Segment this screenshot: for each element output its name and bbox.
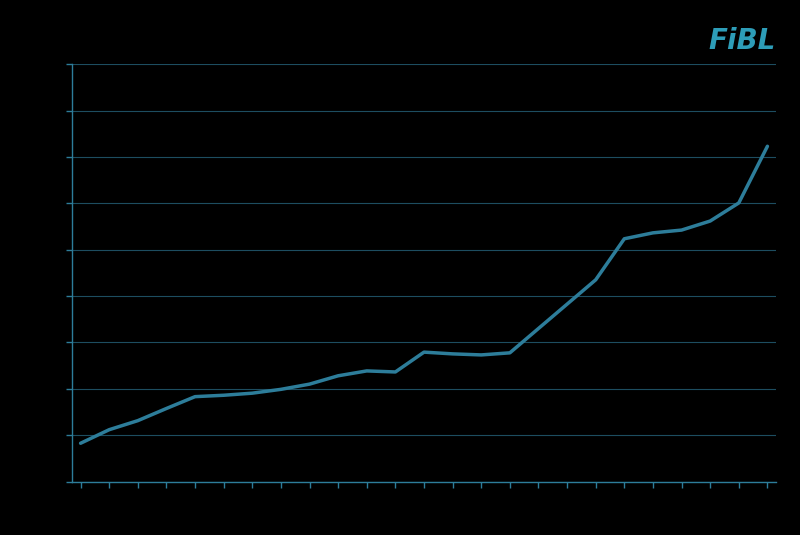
Text: FiBL: FiBL	[709, 27, 776, 55]
